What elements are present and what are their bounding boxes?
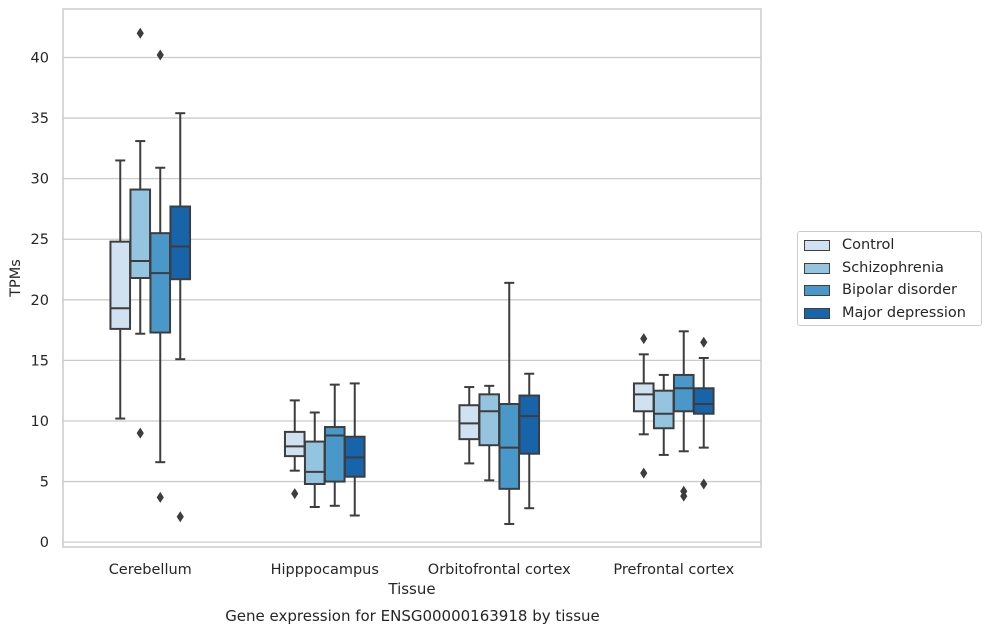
y-tick-label: 15 xyxy=(31,353,49,369)
box xyxy=(129,188,152,279)
outlier-point xyxy=(700,336,708,348)
box xyxy=(169,205,192,281)
box xyxy=(692,387,715,415)
box xyxy=(303,440,326,485)
outlier-point xyxy=(176,511,184,523)
legend-item-control: Control xyxy=(804,235,894,255)
outlier-point xyxy=(156,49,164,61)
legend-swatch xyxy=(804,284,830,296)
x-tick-label: Hipppocampus xyxy=(271,562,379,578)
outlier-point xyxy=(136,27,144,39)
x-tick-label: Orbitofrontal cortex xyxy=(428,562,571,578)
y-tick-label: 10 xyxy=(31,414,49,430)
box xyxy=(458,404,481,441)
legend-label: Control xyxy=(842,237,895,253)
y-tick-label: 40 xyxy=(31,50,49,66)
figure-caption: Gene expression for ENSG00000163918 by t… xyxy=(225,607,600,625)
y-tick-label: 5 xyxy=(40,475,49,491)
outlier-point xyxy=(136,427,144,439)
outlier-point xyxy=(156,491,164,503)
x-tick-label: Cerebellum xyxy=(109,562,192,578)
outlier-point xyxy=(291,488,299,500)
legend-label: Major depression xyxy=(842,305,966,321)
box xyxy=(498,403,521,490)
legend-swatch xyxy=(804,239,830,251)
y-tick-label: 30 xyxy=(31,172,49,188)
legend-label: Schizophrenia xyxy=(842,260,944,276)
box xyxy=(632,382,655,413)
legend: Control Schizophrenia Bipolar disorder M… xyxy=(797,231,982,326)
legend-swatch xyxy=(804,307,830,319)
legend-item-major-depression: Major depression xyxy=(804,303,966,323)
outlier-point xyxy=(680,490,688,502)
y-tick-label: 35 xyxy=(31,111,49,127)
box-plots xyxy=(109,27,715,525)
y-axis-label: TPMs xyxy=(8,259,24,298)
grid-lines xyxy=(63,56,761,543)
outlier-point xyxy=(640,467,648,479)
box xyxy=(478,393,501,447)
x-tick-label: Prefrontal cortex xyxy=(613,562,734,578)
box xyxy=(672,373,695,413)
legend-swatch xyxy=(804,262,830,274)
legend-label: Bipolar disorder xyxy=(842,282,957,298)
y-tick-label: 20 xyxy=(31,293,49,309)
y-tick-label: 25 xyxy=(31,232,49,248)
x-axis-label: Tissue xyxy=(387,580,435,598)
outlier-point xyxy=(640,333,648,345)
legend-item-schizophrenia: Schizophrenia xyxy=(804,258,944,278)
box xyxy=(652,389,675,430)
box xyxy=(149,232,172,334)
x-axis-ticks: Cerebellum Hipppocampus Orbitofrontal cort… xyxy=(109,562,735,578)
y-tick-label: 0 xyxy=(40,535,49,551)
outlier-point xyxy=(700,478,708,490)
box xyxy=(283,430,306,458)
box xyxy=(109,240,132,330)
y-axis-ticks: 0 5 10 15 20 25 30 35 40 xyxy=(31,50,49,551)
box xyxy=(518,394,541,455)
legend-item-bipolar-disorder: Bipolar disorder xyxy=(804,280,957,300)
